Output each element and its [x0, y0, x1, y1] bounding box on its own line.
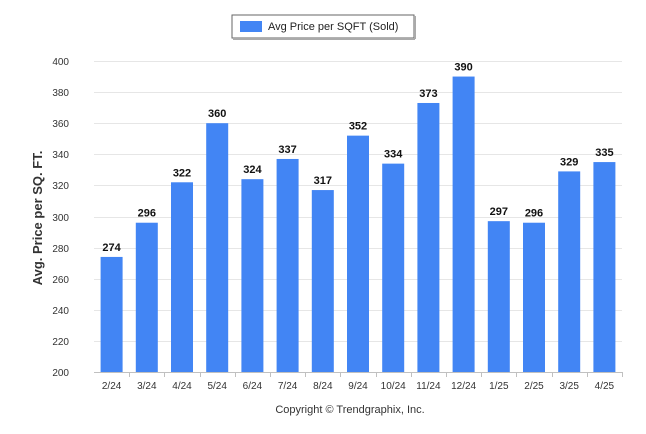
- bar: [311, 190, 334, 372]
- bars: [100, 76, 616, 373]
- x-tick-label: 9/24: [348, 381, 368, 392]
- data-label: 296: [138, 208, 156, 220]
- x-tick-label: 10/24: [381, 381, 406, 392]
- bar: [171, 182, 193, 372]
- bar: [558, 171, 581, 372]
- data-label: 322: [173, 167, 191, 179]
- x-tick-label: 8/24: [313, 381, 333, 392]
- bar: [523, 222, 545, 372]
- legend-label: Avg Price per SQFT (Sold): [268, 21, 398, 33]
- bar: [593, 162, 616, 372]
- bar: [417, 102, 440, 373]
- bar: [100, 256, 123, 372]
- data-label: 373: [419, 88, 437, 100]
- bar: [135, 222, 158, 372]
- data-label: 296: [525, 208, 543, 220]
- y-tick-label: 320: [52, 181, 69, 192]
- bar: [347, 135, 369, 372]
- x-tick-label: 3/24: [137, 381, 157, 392]
- data-label: 334: [384, 149, 403, 161]
- y-tick-label: 200: [52, 368, 69, 379]
- bar: [487, 221, 510, 372]
- y-tick-label: 400: [52, 57, 69, 68]
- data-label: 317: [314, 175, 332, 187]
- data-label: 329: [560, 156, 578, 168]
- data-label: 360: [208, 108, 226, 120]
- data-label: 324: [243, 164, 262, 176]
- bar: [206, 123, 229, 372]
- x-tick-label: 2/24: [102, 381, 122, 392]
- x-tick-label: 6/24: [243, 381, 263, 392]
- y-tick-label: 260: [52, 275, 69, 286]
- x-tick-label: 5/24: [207, 381, 227, 392]
- data-label: 335: [595, 147, 613, 159]
- legend: Avg Price per SQFT (Sold): [231, 14, 416, 40]
- bar: [241, 179, 264, 372]
- data-label: 274: [102, 242, 121, 254]
- y-tick-label: 280: [52, 244, 69, 255]
- x-axis-ticks: 2/24 3/24 4/24 5/24 6/24 7/24 8/24 9/24 10/24 11/…: [102, 372, 623, 392]
- y-tick-label: 340: [52, 150, 69, 161]
- copyright-footer: Copyright © Trendgraphix, Inc.: [275, 404, 424, 416]
- y-axis-ticks: 200 220 240 260 280 300 320 340 360 380 400: [52, 57, 69, 379]
- bar: [382, 163, 405, 372]
- legend-swatch: [240, 21, 262, 32]
- y-tick-label: 240: [52, 306, 69, 317]
- data-label: 390: [454, 62, 472, 74]
- data-label: 352: [349, 121, 367, 133]
- x-tick-label: 12/24: [451, 381, 476, 392]
- x-tick-label: 11/24: [416, 381, 441, 392]
- x-tick-label: 2/25: [524, 381, 544, 392]
- x-tick-label: 3/25: [559, 381, 579, 392]
- bar: [276, 158, 299, 372]
- x-tick-label: 4/25: [595, 381, 615, 392]
- x-tick-label: 7/24: [278, 381, 298, 392]
- data-labels: 274 296 322 360 324 337 317 352 334 373 390 297 296 3…: [102, 62, 613, 254]
- y-tick-label: 380: [52, 88, 69, 99]
- data-label: 337: [278, 144, 296, 156]
- y-tick-label: 360: [52, 119, 69, 130]
- data-label: 297: [490, 206, 508, 218]
- y-tick-label: 220: [52, 337, 69, 348]
- y-tick-label: 300: [52, 213, 69, 224]
- x-tick-label: 4/24: [172, 381, 192, 392]
- y-axis-title: Avg. Price per SQ. FT.: [30, 151, 45, 286]
- bar: [452, 76, 475, 373]
- x-tick-label: 1/25: [489, 381, 509, 392]
